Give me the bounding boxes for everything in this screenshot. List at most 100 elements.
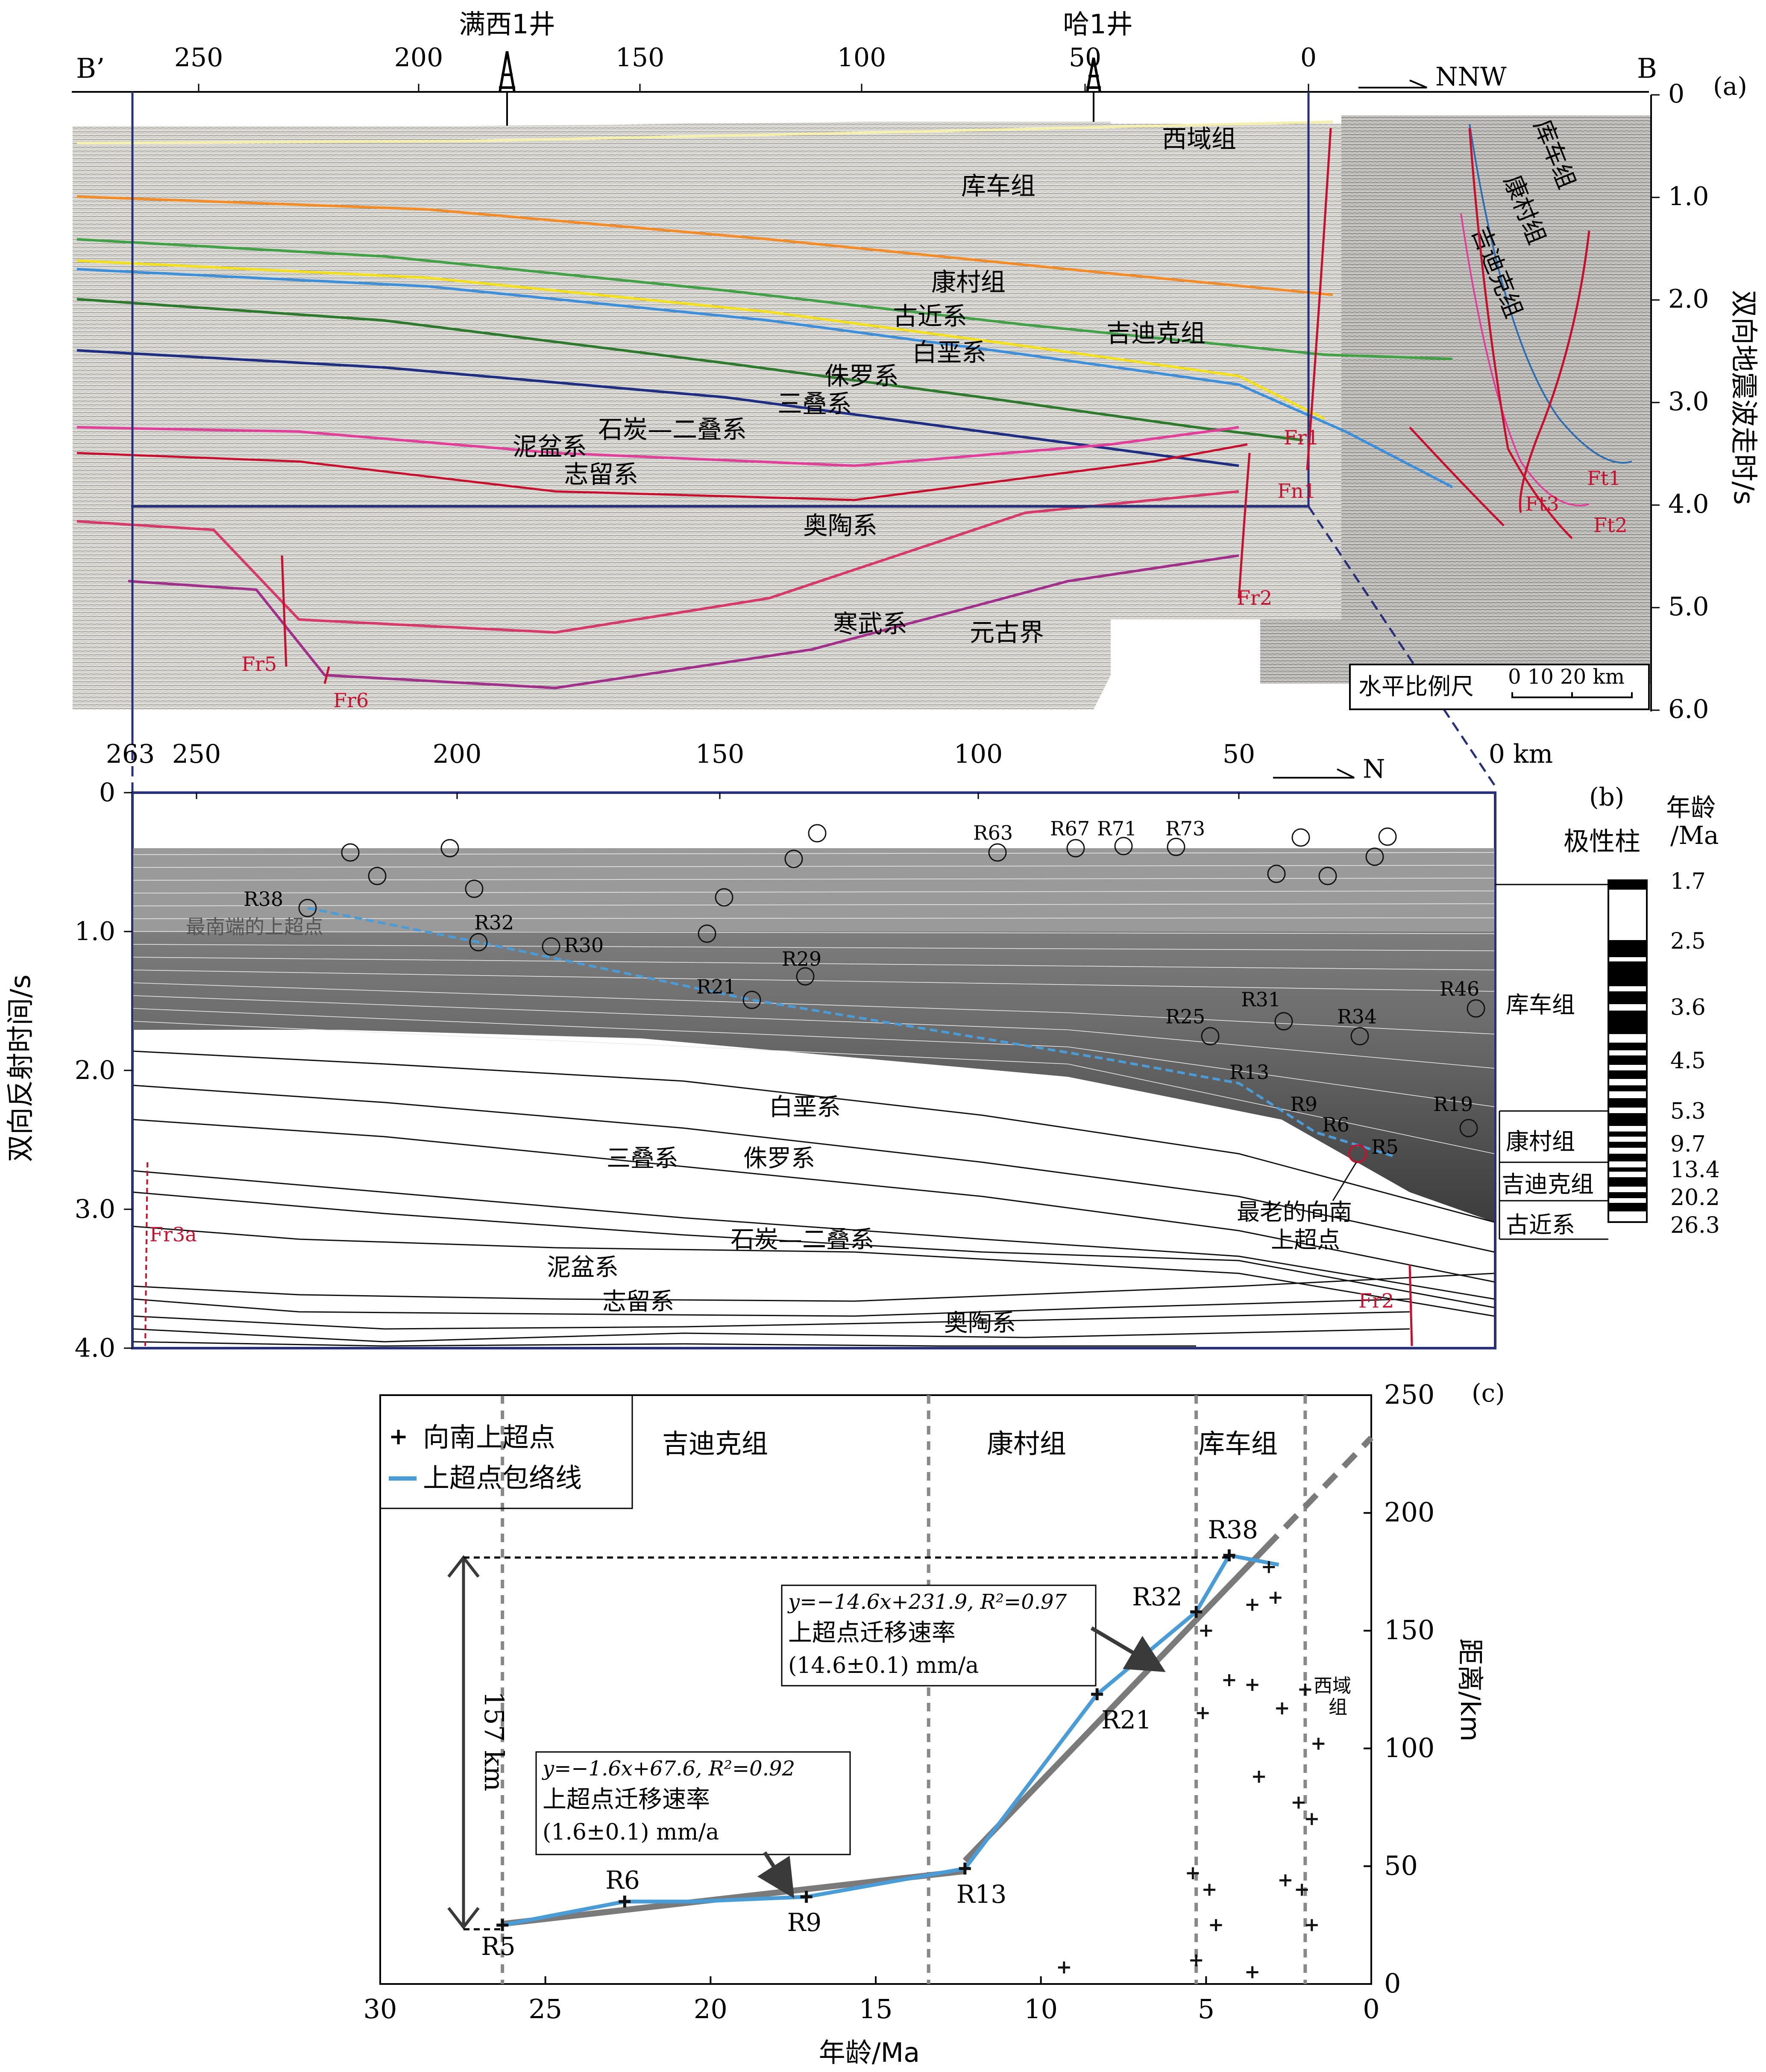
zone-labels: 吉迪克组 康村组 库车组 西域 组 <box>662 1428 1351 1718</box>
formation-label: 三叠系 <box>607 1145 678 1173</box>
onlap-point <box>1190 1606 1203 1618</box>
oldest-onlap-label: 上超点 <box>1271 1226 1340 1253</box>
panel-a-top-tick: 250 <box>174 43 223 73</box>
formation-label: 志留系 <box>602 1288 674 1316</box>
strat-unit: 古近系 <box>1506 1211 1575 1238</box>
top-tick: 50 <box>1223 739 1255 769</box>
panel-a-top-ticks: 250 200 150 100 50 0 <box>174 43 1317 92</box>
panel-a-faults <box>281 128 1590 684</box>
formation-label: 元古界 <box>970 618 1044 647</box>
point-label: R6 <box>605 1866 640 1895</box>
formation-label: 三叠系 <box>777 389 852 418</box>
y-tick: 6.0 <box>1668 694 1709 724</box>
horizon-line <box>1460 213 1590 506</box>
zoom-guide <box>1307 506 1496 787</box>
panel-b-y-label: 双向反射时间/s <box>5 975 37 1162</box>
reflector-lines <box>133 852 1495 1154</box>
formation-label: 泥盆系 <box>547 1254 619 1281</box>
onlap-point <box>1305 1813 1318 1825</box>
fit-annotation-2: y=−1.6x+67.6, R²=0.92 上超点迁移速率 (1.6±0.1) … <box>535 1751 851 1899</box>
onlap-labels: R38 R32 R30 R29 R21 R63 R67 R71 R73 R25 … <box>243 817 1479 1158</box>
y-tick-label: 150 <box>1384 1614 1435 1646</box>
x-tick-label: 20 <box>694 1993 728 2025</box>
point-label: R5 <box>481 1932 516 1961</box>
onlap-point <box>1312 1737 1325 1750</box>
panel-c: (c) 吉迪克组 康村组 库车组 西域 组 + 向南上超点 上超点包络线 R5 R… <box>364 1378 1505 2068</box>
y-tick-label: 50 <box>1384 1850 1418 1881</box>
age-value: 26.3 <box>1670 1213 1720 1238</box>
panel-b: (b) 263 250 200 150 100 50 0 km N <box>5 739 1720 1363</box>
onlap-point <box>1296 1884 1308 1896</box>
onlap-label: R34 <box>1337 1005 1377 1028</box>
age-title: 年龄 <box>1666 793 1716 822</box>
onlap-point <box>1203 1884 1216 1896</box>
strat-unit: 康村组 <box>1506 1128 1575 1155</box>
y-tick-label: 0 <box>1384 1968 1401 1999</box>
onlap-label: R29 <box>782 947 821 970</box>
top-tick: 250 <box>172 739 221 769</box>
oldest-onlap-label: 最老的向南 <box>1237 1199 1352 1226</box>
onlap-label: R46 <box>1440 977 1479 1000</box>
derrick-icon <box>499 51 516 92</box>
onlap-point <box>1263 1561 1275 1573</box>
fit-annotation-1: y=−14.6x+231.9, R²=0.97 上超点迁移速率 (14.6±0.… <box>781 1584 1166 1687</box>
panel-a-tag: (a) <box>1713 72 1747 101</box>
point-label: R9 <box>787 1908 822 1937</box>
fit-rate: (14.6±0.1) mm/a <box>788 1653 979 1678</box>
panel-a-formations: 西域组 库车组 康村组 古近系 吉迪克组 白垩系 侏罗系 三叠系 石炭—二叠系 … <box>513 124 1236 647</box>
fit-rate-title: 上超点迁移速率 <box>788 1619 956 1647</box>
panel-c-tag: (c) <box>1472 1378 1505 1408</box>
onlap-point <box>1269 1592 1282 1604</box>
x-tick-label: 5 <box>1198 1993 1214 2025</box>
strat-unit: 库车组 <box>1506 991 1575 1018</box>
chart-layer: R5 R6 R9 R13 R21 R32 R38 <box>481 1435 1374 1978</box>
horizon-line <box>76 426 1239 467</box>
age-value: 4.5 <box>1670 1048 1706 1074</box>
point-label: R38 <box>1208 1515 1258 1544</box>
formation-label: 奥陶系 <box>944 1309 1016 1337</box>
onlap-point <box>1058 1961 1070 1974</box>
formation-label: 石炭—二叠系 <box>730 1226 874 1254</box>
onlap-label: R9 <box>1290 1093 1317 1116</box>
onlap-point <box>959 1862 971 1875</box>
age-value: 9.7 <box>1670 1132 1706 1157</box>
onlap-point <box>1197 1707 1209 1719</box>
formation-label: 泥盆系 <box>513 432 587 461</box>
strat-unit: 吉迪克组 <box>1502 1171 1594 1198</box>
x-axis-ticks: 30 25 20 15 10 5 0 <box>364 1976 1380 2025</box>
onlap-label: R30 <box>564 934 604 957</box>
onlap-point <box>1279 1874 1291 1887</box>
nnw-arrow-icon <box>1358 79 1427 88</box>
horizon-line <box>76 195 1333 296</box>
fault-label: Ft3 <box>1525 492 1559 515</box>
fit-equation: y=−14.6x+231.9, R²=0.97 <box>787 1590 1067 1614</box>
top-tick: 263 <box>106 739 155 769</box>
y-tick: 4.0 <box>75 1333 115 1363</box>
scale-ticks: 0 10 20 km <box>1508 665 1625 689</box>
horizon-line <box>76 349 1239 467</box>
formation-label: 侏罗系 <box>824 361 899 391</box>
onlap-point <box>1299 1684 1311 1696</box>
fault-label: Fr6 <box>333 689 369 712</box>
onlap-point <box>619 1896 631 1908</box>
panel-a-y-label: 双向地震波走时/s <box>1728 290 1759 505</box>
horizontal-scale: 水平比例尺 0 10 20 km <box>1349 664 1650 710</box>
onlap-point <box>1223 1549 1235 1561</box>
onlap-point <box>800 1891 813 1903</box>
y-tick-label: 200 <box>1384 1497 1435 1528</box>
point-label: R32 <box>1132 1582 1182 1611</box>
y-axis-label: 距离/km <box>1455 1638 1486 1741</box>
y-tick: 2.0 <box>75 1055 115 1085</box>
top-tick: 150 <box>695 739 745 769</box>
onlap-label: R19 <box>1433 1093 1473 1116</box>
seismic-section-a <box>73 115 1651 709</box>
panel-b-left-axis: 0 1.0 2.0 3.0 4.0 <box>75 778 132 1363</box>
age-value: 20.2 <box>1670 1185 1720 1211</box>
x-axis-label: 年龄/Ma <box>819 2037 920 2068</box>
fit-rate: (1.6±0.1) mm/a <box>543 1819 719 1845</box>
zone-label-xiyu: 西域 <box>1314 1675 1351 1697</box>
chart-legend: + 向南上超点 上超点包络线 <box>379 1394 633 1509</box>
span-label: 157 km <box>478 1691 510 1791</box>
y-axis-ticks: 0 50 100 150 200 250 <box>1364 1379 1435 1999</box>
